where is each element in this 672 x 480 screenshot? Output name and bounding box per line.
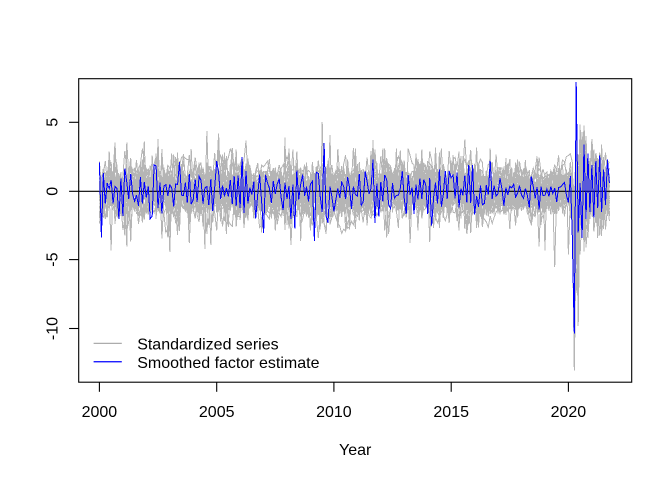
svg-text:5: 5 bbox=[45, 118, 62, 127]
svg-text:2010: 2010 bbox=[316, 404, 352, 421]
svg-text:-5: -5 bbox=[45, 252, 62, 266]
svg-text:2020: 2020 bbox=[551, 404, 587, 421]
svg-text:Standardized series: Standardized series bbox=[137, 337, 278, 354]
svg-text:Year: Year bbox=[339, 442, 372, 459]
svg-text:2015: 2015 bbox=[433, 404, 469, 421]
svg-text:2005: 2005 bbox=[199, 404, 235, 421]
svg-text:2000: 2000 bbox=[82, 404, 118, 421]
svg-text:-10: -10 bbox=[45, 317, 62, 340]
svg-text:0: 0 bbox=[45, 187, 62, 196]
svg-text:Smoothed factor estimate: Smoothed factor estimate bbox=[137, 355, 319, 372]
